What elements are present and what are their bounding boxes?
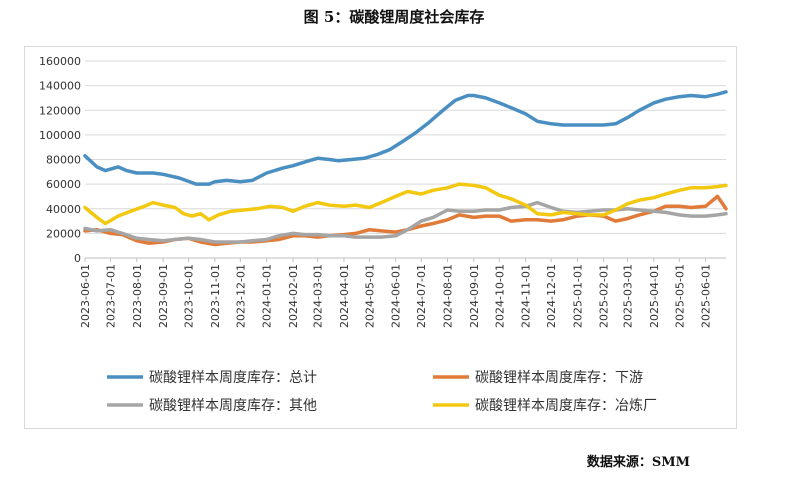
x-tick-label: 2023-12-01 bbox=[234, 264, 247, 328]
x-tick-label: 2024-11-01 bbox=[520, 264, 533, 328]
legend-label: 碳酸锂样本周度库存：冶炼厂 bbox=[475, 398, 657, 414]
x-tick-label: 2024-09-01 bbox=[468, 264, 481, 328]
x-axis: 2023-06-01 2023-07-01 2023-08-01 2023-09-01… bbox=[79, 257, 726, 328]
x-tick-label: 2024-01-01 bbox=[261, 264, 274, 328]
y-tick-label: 60000 bbox=[46, 178, 81, 191]
x-tick-label: 2025-06-01 bbox=[700, 264, 713, 328]
legend-label: 碳酸锂样本周度库存：总计 bbox=[149, 370, 317, 386]
data-source-note: 数据来源：SMM bbox=[586, 455, 690, 470]
x-tick-label: 2024-07-01 bbox=[415, 264, 428, 328]
legend-label: 碳酸锂样本周度库存：其他 bbox=[149, 398, 317, 414]
x-tick-label: 2025-02-01 bbox=[598, 264, 611, 328]
legend-label: 碳酸锂样本周度库存：下游 bbox=[475, 370, 643, 386]
x-tick-label: 2023-09-01 bbox=[157, 264, 170, 328]
x-tick-label: 2024-10-01 bbox=[493, 264, 506, 328]
series-line bbox=[83, 90, 728, 186]
x-tick-label: 2023-08-01 bbox=[131, 264, 144, 328]
line-chart: 0 20000 40000 60000 80000 100000 120000 140000 1… bbox=[39, 55, 728, 414]
x-tick-label: 2024-08-01 bbox=[442, 264, 455, 328]
y-tick-label: 160000 bbox=[39, 55, 81, 68]
series-line bbox=[83, 200, 728, 244]
y-tick-label: 0 bbox=[74, 252, 81, 265]
x-tick-label: 2023-11-01 bbox=[209, 264, 222, 328]
x-tick-label: 2023-10-01 bbox=[183, 264, 196, 328]
chart-title: 图 5：碳酸锂周度社会库存 bbox=[303, 8, 485, 26]
x-tick-label: 2024-02-01 bbox=[287, 264, 300, 328]
y-tick-label: 80000 bbox=[46, 154, 81, 167]
y-tick-label: 20000 bbox=[46, 227, 81, 240]
x-tick-label: 2024-12-01 bbox=[545, 264, 558, 328]
x-tick-label: 2023-06-01 bbox=[79, 264, 92, 328]
series-lines bbox=[83, 90, 728, 247]
x-tick-label: 2025-01-01 bbox=[571, 264, 584, 328]
series-line bbox=[83, 182, 728, 226]
y-tick-label: 40000 bbox=[46, 203, 81, 216]
x-tick-label: 2025-04-01 bbox=[648, 264, 661, 328]
x-tick-label: 2023-07-01 bbox=[104, 264, 117, 328]
x-tick-label: 2025-03-01 bbox=[622, 264, 635, 328]
y-axis: 0 20000 40000 60000 80000 100000 120000 140000 1… bbox=[39, 55, 81, 265]
x-tick-label: 2024-03-01 bbox=[312, 264, 325, 328]
y-tick-label: 100000 bbox=[39, 129, 81, 142]
y-tick-label: 140000 bbox=[39, 80, 81, 93]
x-tick-label: 2025-05-01 bbox=[673, 264, 686, 328]
x-tick-label: 2024-06-01 bbox=[390, 264, 403, 328]
x-tick-label: 2024-04-01 bbox=[338, 264, 351, 328]
y-tick-label: 120000 bbox=[39, 104, 81, 117]
x-tick-label: 2024-05-01 bbox=[363, 264, 376, 328]
chart-frame: 0 20000 40000 60000 80000 100000 120000 140000 1… bbox=[24, 46, 737, 429]
